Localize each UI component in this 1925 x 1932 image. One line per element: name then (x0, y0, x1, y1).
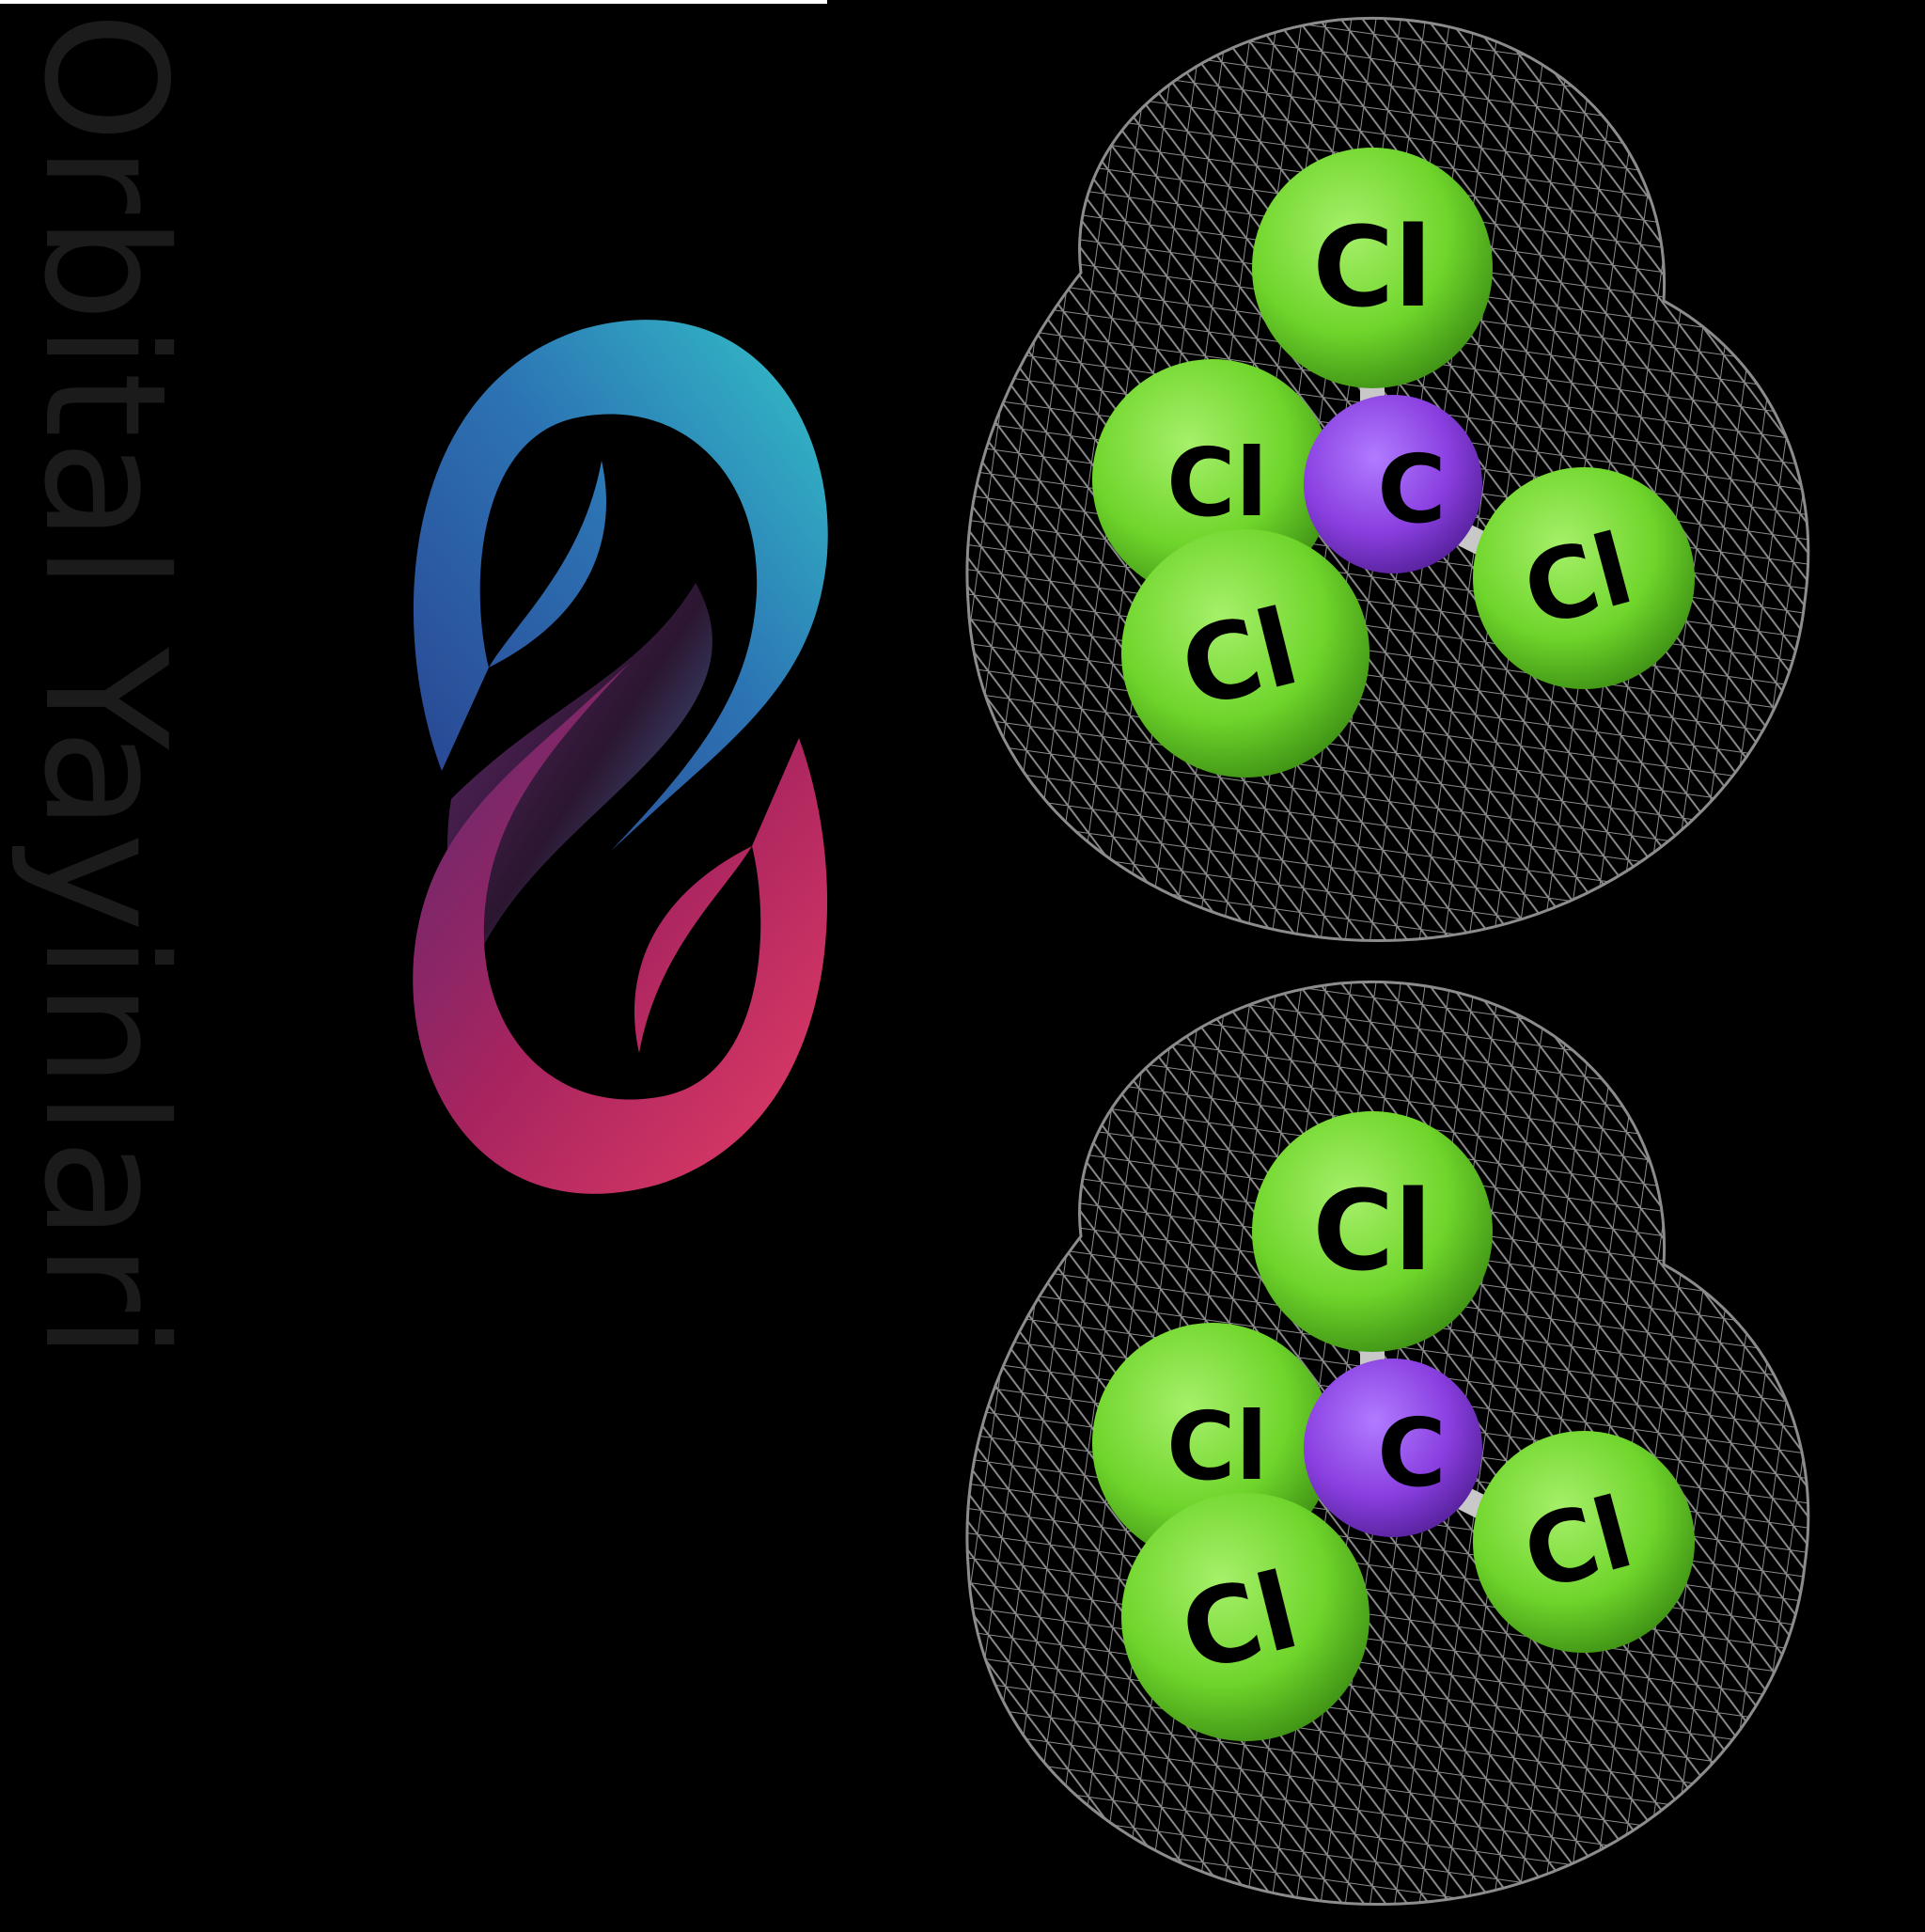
chlorine-atom-top (1252, 1111, 1493, 1352)
chlorine-atom-top (1252, 148, 1493, 388)
chlorine-atom-right (1473, 467, 1695, 689)
chlorine-atom-front (1121, 1493, 1369, 1741)
ccl4-molecule-model: Cl Cl C Cl Cl (965, 16, 1810, 943)
atom-label-top: Cl (1312, 202, 1432, 332)
atom-label-left: Cl (1166, 428, 1268, 538)
atom-label-top: Cl (1312, 1166, 1432, 1296)
carbon-atom-center (1304, 395, 1482, 573)
atom-label-center: C (1377, 1398, 1446, 1508)
top-divider-line (0, 0, 827, 4)
ccl4-molecule-model: Cl Cl C Cl Cl (965, 980, 1810, 1907)
atom-label-center: C (1377, 434, 1446, 544)
chlorine-atom-front (1121, 529, 1369, 778)
orbital-infinity-logo-icon (413, 320, 828, 1194)
carbon-atom-center (1304, 1359, 1482, 1537)
chlorine-atom-right (1473, 1431, 1695, 1653)
atom-label-left: Cl (1166, 1391, 1268, 1501)
brand-name-vertical: Orbital Yayinlari (8, 11, 202, 1362)
